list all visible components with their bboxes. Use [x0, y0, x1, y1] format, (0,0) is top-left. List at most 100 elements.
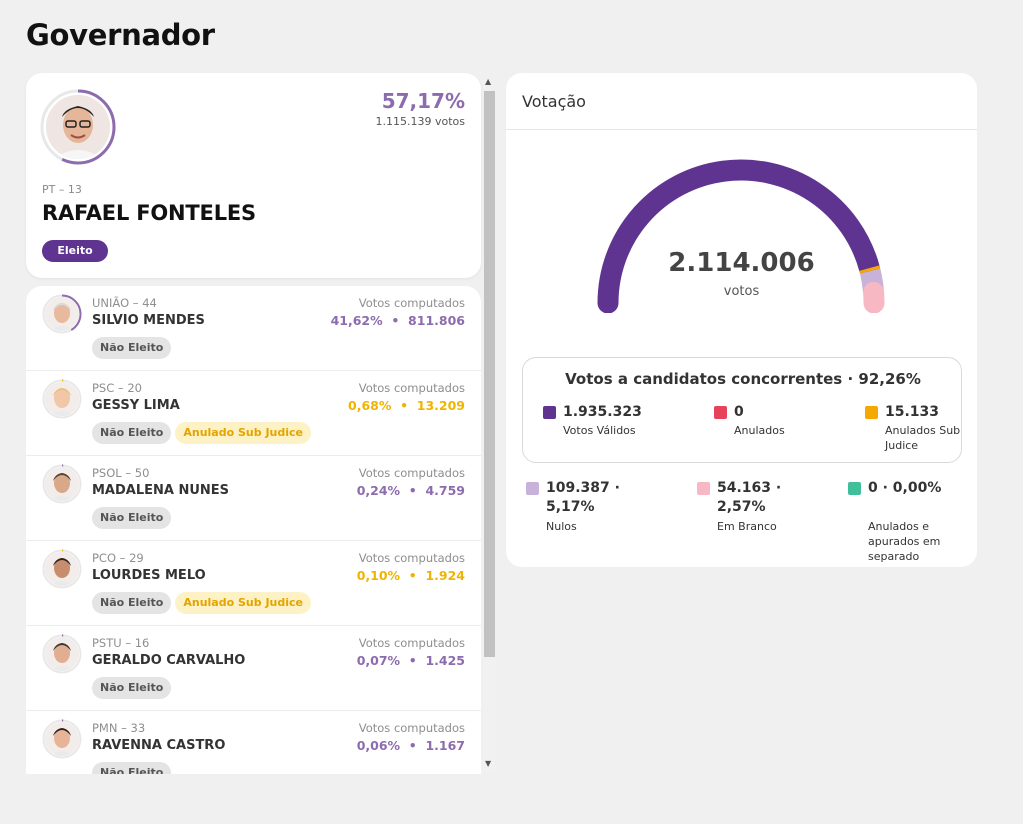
legend-swatch [865, 406, 878, 419]
gauge-segment [597, 159, 880, 313]
candidate-badges: Não Eleito [92, 507, 172, 529]
candidate-row[interactable]: PCO – 29 LOURDES MELO Votos computados 0,10… [26, 541, 481, 626]
stat-label: Nulos [546, 520, 577, 533]
status-badge: Anulado Sub Judice [175, 422, 311, 444]
status-badge: Não Eleito [92, 592, 172, 614]
status-badge: Não Eleito [92, 677, 172, 699]
candidate-name: SILVIO MENDES [92, 313, 205, 328]
status-badge: Não Eleito [92, 762, 172, 774]
candidate-avatar [42, 719, 82, 759]
candidate-row[interactable]: PSC – 20 GESSY LIMA Votos computados 0,68% … [26, 371, 481, 456]
legend-swatch [543, 406, 556, 419]
candidate-votes-label: Votos computados [358, 381, 465, 395]
candidate-badges: Não Eleito Anulado Sub Judice [92, 592, 311, 614]
candidate-votes-label: Votos computados [358, 466, 465, 480]
votes-gauge [597, 159, 885, 313]
winner-photo [46, 95, 110, 159]
candidate-badges: Não Eleito Anulado Sub Judice [92, 422, 311, 444]
candidate-votes-label: Votos computados [358, 551, 465, 565]
stat-value: 54.163 · 2,57% [717, 480, 782, 515]
elected-badge: Eleito [42, 240, 108, 262]
legend-swatch [526, 482, 539, 495]
candidate-votes-label: Votos computados [358, 296, 465, 310]
candidate-vote-ring [42, 464, 82, 504]
candidate-votes-value: 0,10% • 1.924 [356, 568, 465, 583]
candidate-avatar [42, 294, 82, 334]
candidate-badges: Não Eleito [92, 762, 172, 774]
winner-avatar [40, 89, 116, 165]
candidate-name: MADALENA NUNES [92, 483, 230, 498]
votacao-card: Votação 2.114.006 votos Votos a candidat… [506, 73, 977, 567]
candidate-badges: Não Eleito [92, 677, 172, 699]
stat-value: 0 [734, 404, 744, 420]
stat-value: 1.935.323 [563, 404, 642, 420]
stat-value: 0 · 0,00% [868, 480, 942, 496]
page-title: Governador [26, 18, 215, 52]
stat-item: 1.935.323 Votos Válidos [543, 403, 663, 463]
votacao-header: Votação [506, 73, 977, 130]
candidate-row[interactable]: PMN – 33 RAVENNA CASTRO Votos computados 0,… [26, 711, 481, 774]
candidate-list[interactable]: UNIÃO – 44 SILVIO MENDES Votos computados 4… [26, 286, 481, 774]
candidate-row[interactable]: PSOL – 50 MADALENA NUNES Votos computados 0… [26, 456, 481, 541]
stat-item: 15.133 Anulados Sub Judice [865, 403, 985, 463]
candidate-photo [45, 637, 79, 671]
stat-label: Anulados Sub Judice [885, 424, 961, 452]
candidate-avatar [42, 549, 82, 589]
scroll-up-arrow-icon[interactable]: ▲ [485, 77, 492, 86]
candidate-party: PCO – 29 [92, 551, 144, 565]
candidate-votes-value: 0,24% • 4.759 [356, 483, 465, 498]
stat-item: 54.163 · 2,57% Em Branco [697, 479, 817, 539]
winner-card[interactable]: 57,17% 1.115.139 votos PT – 13 RAFAEL FO… [26, 73, 481, 278]
gauge-segment [859, 265, 881, 274]
candidate-party: PMN – 33 [92, 721, 146, 735]
scroll-down-arrow-icon[interactable]: ▼ [485, 759, 492, 768]
stat-label: Em Branco [717, 520, 777, 533]
legend-swatch [697, 482, 710, 495]
legend-swatch [714, 406, 727, 419]
stat-value: 109.387 · 5,17% [546, 480, 620, 515]
candidate-name: GESSY LIMA [92, 398, 180, 413]
list-scrollbar[interactable]: ▲ ▼ [482, 73, 496, 774]
status-badge: Não Eleito [92, 422, 172, 444]
status-badge: Não Eleito [92, 507, 172, 529]
scroll-thumb[interactable] [484, 91, 495, 657]
candidate-vote-ring [42, 379, 82, 419]
candidate-photo [45, 297, 79, 331]
stat-item: 109.387 · 5,17% Nulos [526, 479, 646, 539]
winner-percentage: 57,17% [381, 89, 465, 113]
candidate-avatar [42, 634, 82, 674]
candidate-photo [45, 552, 79, 586]
candidate-photo [45, 467, 79, 501]
winner-votes: 1.115.139 votos [375, 115, 466, 128]
legend-swatch [848, 482, 861, 495]
candidate-votes-label: Votos computados [358, 721, 465, 735]
stat-item: 0 · 0,00% Anulados e apurados em separado [848, 479, 968, 563]
stat-label: Votos Válidos [563, 424, 636, 437]
votacao-title: Votação [522, 92, 586, 111]
stat-label: Anulados [734, 424, 785, 437]
summary-title: Votos a candidatos concorrentes · 92,26% [565, 370, 921, 388]
candidate-vote-ring [42, 719, 82, 759]
candidate-party: PSOL – 50 [92, 466, 150, 480]
status-badge: Não Eleito [92, 337, 172, 359]
candidate-row[interactable]: PSTU – 16 GERALDO CARVALHO Votos computado… [26, 626, 481, 711]
candidate-votes-value: 0,68% • 13.209 [348, 398, 465, 413]
winner-party: PT – 13 [42, 183, 82, 196]
candidate-vote-ring [42, 294, 82, 334]
candidate-party: PSC – 20 [92, 381, 142, 395]
candidate-votes-value: 0,06% • 1.167 [356, 738, 465, 753]
winner-name: RAFAEL FONTELES [42, 201, 256, 225]
candidate-name: LOURDES MELO [92, 568, 206, 583]
stat-item: 0 Anulados [714, 403, 834, 463]
candidate-votes-label: Votos computados [358, 636, 465, 650]
candidate-name: RAVENNA CASTRO [92, 738, 226, 753]
stat-value: 15.133 [885, 404, 940, 420]
stat-label: Anulados e apurados em separado [868, 520, 941, 563]
winner-vote-ring [40, 89, 116, 165]
candidate-vote-ring [42, 634, 82, 674]
gauge-total-votes: 2.114.006 [668, 248, 815, 278]
candidate-name: GERALDO CARVALHO [92, 653, 246, 668]
candidate-votes-value: 0,07% • 1.425 [356, 653, 465, 668]
candidate-row[interactable]: UNIÃO – 44 SILVIO MENDES Votos computados 4… [26, 286, 481, 371]
candidate-avatar [42, 464, 82, 504]
